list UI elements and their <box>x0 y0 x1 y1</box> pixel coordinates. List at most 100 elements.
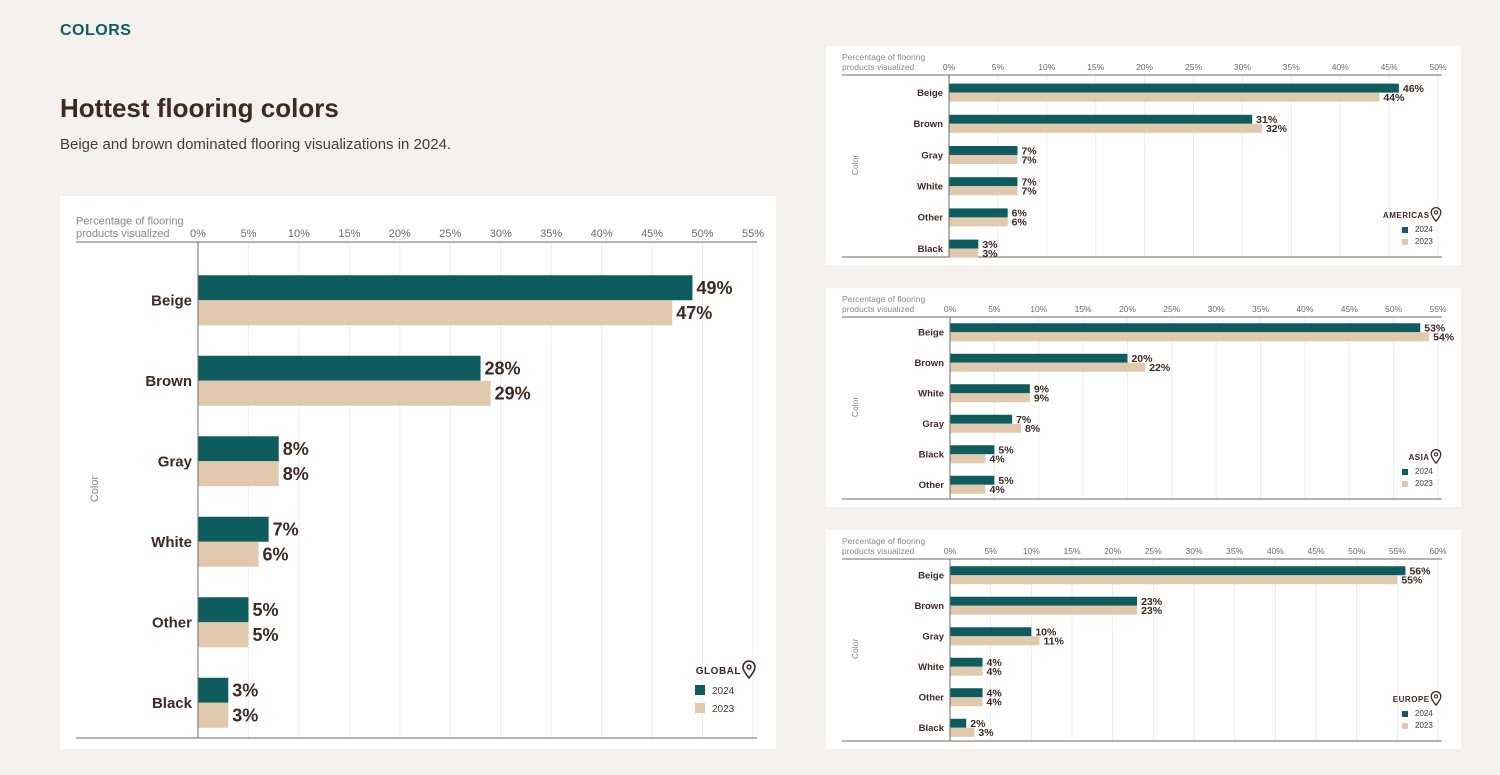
section-label: COLORS <box>60 22 132 39</box>
category-label: Gray <box>158 454 193 471</box>
bar-2024 <box>198 436 279 462</box>
category-label: Gray <box>921 150 943 161</box>
x-tick-label: 50% <box>1348 546 1365 556</box>
data-label-2023: 3% <box>978 727 994 739</box>
bar-2023 <box>198 300 673 326</box>
x-tick-label: 0% <box>190 228 206 240</box>
bar-2024 <box>198 677 229 703</box>
x-axis-title: Percentage of flooring products visualize… <box>842 52 925 72</box>
category-label: White <box>917 182 943 193</box>
legend-swatch-2023 <box>1402 723 1408 729</box>
data-label-2023: 8% <box>283 464 309 484</box>
x-tick-label: 15% <box>338 228 360 240</box>
legend-swatch-2024 <box>695 685 705 695</box>
x-tick-label: 5% <box>985 546 998 556</box>
bar-2024 <box>949 146 1018 155</box>
category-label: Brown <box>145 373 192 390</box>
bar-2023 <box>950 666 983 676</box>
bar-2023 <box>950 454 986 464</box>
data-label-2024: 53% <box>1424 323 1446 335</box>
x-tick-label: 20% <box>1136 62 1153 72</box>
x-tick-label: 40% <box>1332 62 1349 72</box>
data-label-2024: 3% <box>232 681 258 701</box>
bar-2024 <box>949 177 1018 187</box>
data-label-2023: 4% <box>987 697 1003 709</box>
x-tick-label: 25% <box>1145 546 1162 556</box>
bar-2023 <box>950 423 1021 433</box>
data-label-2023: 8% <box>1025 423 1041 435</box>
x-tick-label: 50% <box>692 228 714 240</box>
category-label: Black <box>919 723 945 734</box>
x-tick-label: 45% <box>1307 546 1324 556</box>
bar-2023 <box>949 248 979 258</box>
y-axis-title: Color <box>89 476 101 503</box>
asia-chart: Percentage of flooring products visualize… <box>842 294 1455 500</box>
data-label-2024: 5% <box>998 445 1014 457</box>
x-tick-label: 35% <box>1283 62 1300 72</box>
y-axis-title: Color <box>850 397 860 417</box>
x-tick-label: 0% <box>943 62 956 72</box>
bar-2024 <box>198 275 693 301</box>
category-label: Brown <box>913 119 943 130</box>
bar-2023 <box>949 186 1018 196</box>
x-tick-label: 20% <box>1119 304 1136 314</box>
europe-chart: Percentage of flooring products visualize… <box>842 536 1447 742</box>
data-label-2024: 28% <box>485 359 521 379</box>
location-pin-icon <box>1430 691 1442 707</box>
data-label-2023: 7% <box>1021 185 1037 197</box>
category-label: Black <box>152 695 193 712</box>
bar-2023 <box>198 461 279 487</box>
data-label-2024: 6% <box>1012 208 1028 220</box>
data-label-2024: 4% <box>987 688 1003 700</box>
bar-2024 <box>949 83 1399 93</box>
bar-2023 <box>950 697 983 707</box>
region-label: GLOBAL <box>696 666 741 677</box>
bar-2024 <box>198 516 269 542</box>
x-tick-label: 25% <box>1185 62 1202 72</box>
category-label: White <box>918 389 944 400</box>
bar-2023 <box>950 727 975 737</box>
x-tick-label: 25% <box>439 228 461 240</box>
data-label-2023: 47% <box>676 303 712 323</box>
asia-chart-card: Percentage of flooring products visualize… <box>826 288 1461 507</box>
bar-2023 <box>950 605 1138 615</box>
bar-2023 <box>949 92 1380 102</box>
x-tick-label: 10% <box>1038 62 1055 72</box>
category-label: Beige <box>918 571 944 582</box>
x-tick-label: 0% <box>944 304 957 314</box>
x-tick-label: 40% <box>591 228 613 240</box>
europe-chart-card: Percentage of flooring products visualize… <box>826 530 1461 749</box>
bar-2024 <box>198 355 481 381</box>
location-pin-icon <box>1430 449 1442 465</box>
page-subtitle: Beige and brown dominated flooring visua… <box>60 136 452 153</box>
data-label-2023: 5% <box>252 625 278 645</box>
legend-label-2024: 2024 <box>1415 709 1433 718</box>
x-tick-label: 5% <box>241 228 257 240</box>
bar-2023 <box>198 380 491 406</box>
data-label-2024: 10% <box>1035 627 1057 639</box>
bar-2023 <box>950 362 1146 372</box>
region-label: ASIA <box>1408 453 1429 462</box>
bar-2023 <box>950 393 1030 403</box>
x-tick-label: 50% <box>1429 62 1446 72</box>
bar-2023 <box>198 541 259 567</box>
legend-label-2024: 2024 <box>712 686 735 697</box>
x-tick-label: 15% <box>1075 304 1092 314</box>
x-tick-label: 10% <box>1030 304 1047 314</box>
category-label: Black <box>919 450 945 461</box>
category-label: Other <box>152 615 192 632</box>
global-chart-card: Percentage of flooring products visualize… <box>60 196 776 749</box>
legend-label-2023: 2023 <box>1415 237 1433 246</box>
x-tick-label: 60% <box>1429 546 1446 556</box>
x-axis-title: Percentage of flooring products visualize… <box>842 536 925 556</box>
category-label: Beige <box>151 293 192 310</box>
x-axis-title: Percentage of flooring products visualize… <box>76 215 184 240</box>
data-label-2024: 56% <box>1409 566 1431 578</box>
bar-2023 <box>950 484 986 494</box>
x-tick-label: 45% <box>1381 62 1398 72</box>
data-label-2023: 6% <box>263 545 289 565</box>
bar-2023 <box>198 622 249 648</box>
region-label: AMERICAS <box>1383 211 1430 220</box>
data-label-2024: 7% <box>1021 176 1037 188</box>
category-label: Gray <box>922 419 944 430</box>
